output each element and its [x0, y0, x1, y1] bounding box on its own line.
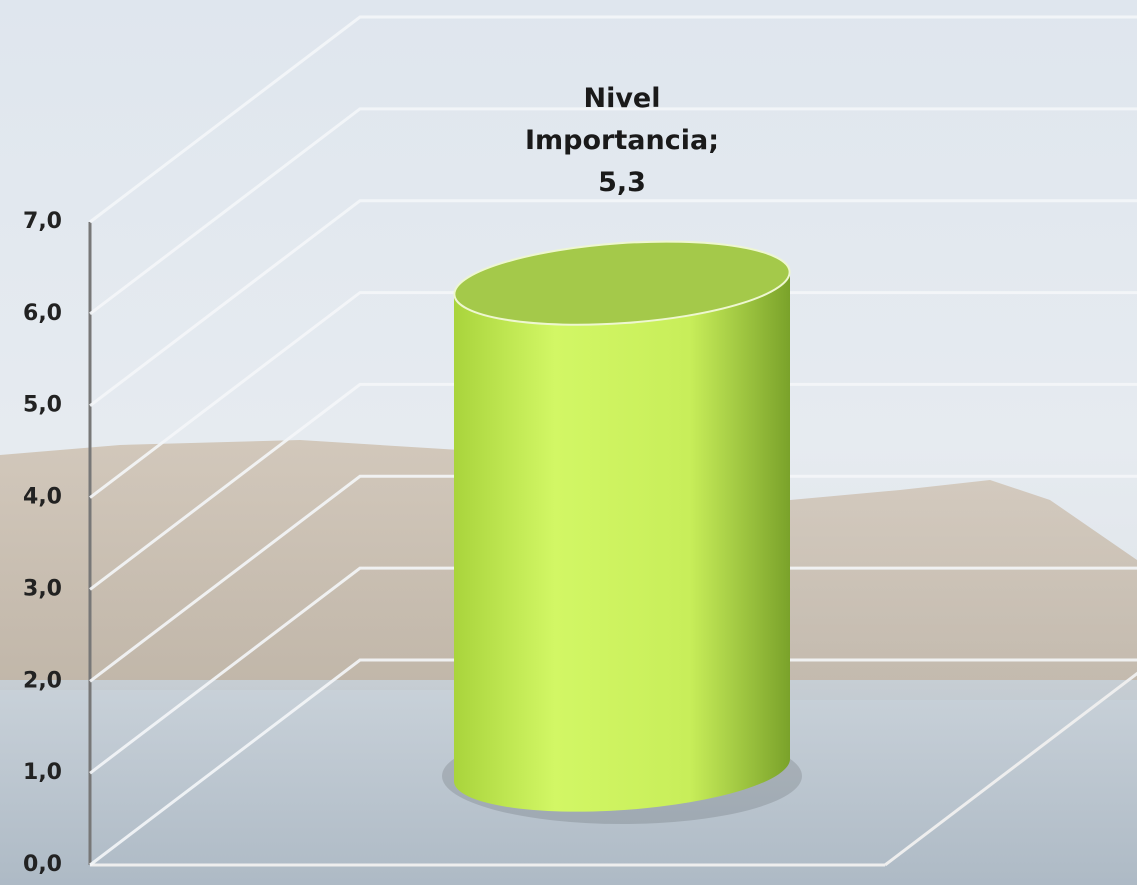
data-label: Nivel Importancia; 5,3: [525, 83, 719, 199]
floor-edge: [884, 671, 1137, 867]
grid-line: [89, 566, 1137, 775]
grid-line: [89, 15, 1137, 224]
background-hill: [0, 440, 460, 690]
y-tick-label: 5,0: [23, 393, 62, 418]
y-tick-label: 4,0: [23, 485, 62, 510]
grid-line: [89, 658, 1137, 867]
y-tick-label: 2,0: [23, 668, 62, 693]
bar-top: [453, 240, 791, 326]
y-tick-label: 3,0: [23, 576, 62, 601]
background-hill: [790, 480, 1137, 700]
y-tick-label: 1,0: [23, 760, 62, 785]
bar: [454, 271, 791, 812]
grid-line: [89, 382, 1137, 591]
grid-line: [89, 199, 1137, 407]
y-tick-label: 6,0: [23, 301, 62, 326]
y-tick-label: 0,0: [23, 852, 62, 877]
grid-line: [89, 107, 1137, 316]
grid-line: [89, 291, 1137, 499]
y-tick-label: 7,0: [23, 209, 62, 234]
grid-line: [89, 474, 1137, 683]
